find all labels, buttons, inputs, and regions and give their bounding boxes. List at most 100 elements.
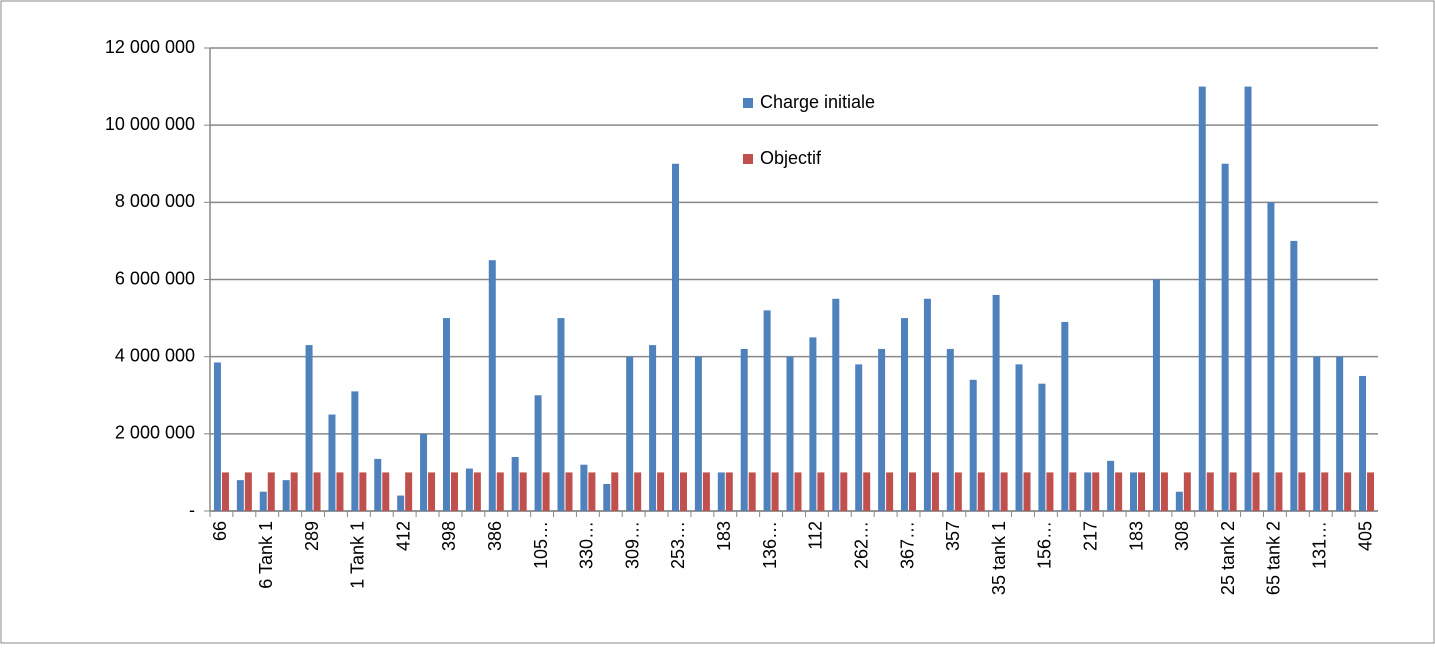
x-tick-label: 262… xyxy=(851,521,871,569)
x-tick-label: 105… xyxy=(531,521,551,569)
bar xyxy=(878,348,886,511)
bar xyxy=(794,472,802,511)
bar xyxy=(901,318,909,511)
bar xyxy=(557,318,565,511)
bar xyxy=(1252,472,1260,511)
bar xyxy=(1344,472,1352,511)
bar xyxy=(405,472,413,511)
bar xyxy=(565,472,573,511)
bar xyxy=(603,483,611,511)
bar xyxy=(717,472,725,511)
bar xyxy=(909,472,917,511)
y-tick-label: 12 000 000 xyxy=(105,37,195,57)
bar xyxy=(1130,472,1138,511)
bar xyxy=(290,472,298,511)
bar xyxy=(855,364,863,511)
bar xyxy=(832,298,840,511)
bar xyxy=(626,356,634,511)
bar xyxy=(1015,364,1023,511)
bar xyxy=(679,472,687,511)
y-tick-label: 6 000 000 xyxy=(115,268,195,288)
x-tick-label: 398 xyxy=(439,521,459,551)
x-tick-label: 65 tank 2 xyxy=(1264,521,1284,595)
bar xyxy=(1221,163,1229,511)
x-tick-label: 330… xyxy=(577,521,597,569)
bar xyxy=(1092,472,1100,511)
bar xyxy=(657,472,665,511)
bar xyxy=(1367,472,1375,511)
x-tick-label: 183 xyxy=(714,521,734,551)
legend-swatch xyxy=(743,98,753,108)
bar xyxy=(221,472,229,511)
bar xyxy=(519,472,527,511)
bar xyxy=(244,472,252,511)
bar xyxy=(305,345,313,511)
bar xyxy=(328,414,336,511)
bar xyxy=(817,472,825,511)
bar xyxy=(886,472,894,511)
bar xyxy=(588,472,596,511)
bar xyxy=(809,337,817,511)
bar xyxy=(282,480,290,511)
bar xyxy=(634,472,642,511)
bar xyxy=(1290,240,1298,511)
bar xyxy=(336,472,344,511)
x-tick-label: 289 xyxy=(302,521,322,551)
bar xyxy=(1038,383,1046,511)
bar xyxy=(351,391,359,511)
x-tick-label: 25 tank 2 xyxy=(1218,521,1238,595)
y-tick-label: 4 000 000 xyxy=(115,345,195,365)
x-tick-label: 367… xyxy=(897,521,917,569)
x-tick-label: 217 xyxy=(1080,521,1100,551)
x-tick-label: 131… xyxy=(1309,521,1329,569)
bar xyxy=(969,379,977,511)
bar xyxy=(725,472,733,511)
bar xyxy=(1206,472,1214,511)
bar xyxy=(259,491,267,511)
bar xyxy=(1061,321,1069,511)
bar xyxy=(992,294,1000,511)
bar xyxy=(580,464,588,511)
bar xyxy=(382,472,390,511)
bar xyxy=(511,456,519,511)
bar xyxy=(1198,86,1206,511)
bar xyxy=(496,472,504,511)
x-tick-label: 66 xyxy=(210,521,230,541)
bar xyxy=(931,472,939,511)
x-tick-label: 253… xyxy=(668,521,688,569)
x-tick-label: 6 Tank 1 xyxy=(256,521,276,589)
x-tick-label: 156… xyxy=(1035,521,1055,569)
bar xyxy=(397,495,405,511)
bar xyxy=(420,433,428,511)
legend-swatch xyxy=(743,154,753,164)
x-tick-label: 183 xyxy=(1126,521,1146,551)
bar xyxy=(671,163,679,511)
bar xyxy=(267,472,275,511)
y-tick-label: 10 000 000 xyxy=(105,114,195,134)
bar xyxy=(1229,472,1237,511)
bar xyxy=(1107,460,1115,511)
bar xyxy=(1160,472,1168,511)
x-tick-label: 412 xyxy=(393,521,413,551)
bar xyxy=(977,472,985,511)
x-tick-label: 405 xyxy=(1355,521,1375,551)
bar xyxy=(863,472,871,511)
bar xyxy=(542,472,550,511)
bar xyxy=(702,472,710,511)
y-tick-label: - xyxy=(189,500,195,520)
bar xyxy=(694,356,702,511)
bar xyxy=(1275,472,1283,511)
x-tick-label: 357 xyxy=(943,521,963,551)
bar xyxy=(1244,86,1252,511)
bar xyxy=(1084,472,1092,511)
bar xyxy=(1359,375,1367,511)
bar xyxy=(1138,472,1146,511)
bar xyxy=(611,472,619,511)
bar xyxy=(786,356,794,511)
bar xyxy=(1267,202,1275,512)
bar xyxy=(954,472,962,511)
bar xyxy=(236,480,244,511)
y-tick-label: 8 000 000 xyxy=(115,191,195,211)
